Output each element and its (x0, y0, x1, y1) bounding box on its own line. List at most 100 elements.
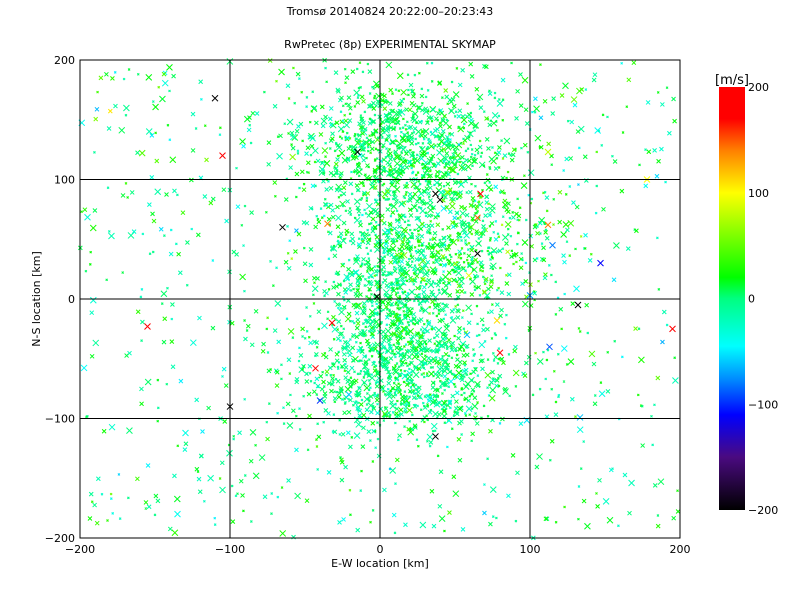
data-point (182, 429, 189, 437)
data-point (379, 341, 385, 347)
data-point (676, 489, 679, 493)
data-point (315, 393, 319, 396)
data-point (381, 167, 387, 172)
data-point (294, 128, 300, 134)
data-point (591, 77, 597, 83)
data-point (204, 157, 209, 163)
data-point (315, 214, 319, 218)
data-point (463, 411, 467, 415)
data-point (452, 308, 456, 311)
data-point (467, 241, 471, 245)
data-point (420, 248, 426, 253)
data-point (297, 359, 301, 363)
data-point (545, 209, 549, 213)
data-point (546, 343, 553, 351)
data-point (299, 169, 305, 175)
data-point (441, 392, 444, 395)
data-point (392, 381, 396, 385)
data-point (438, 170, 442, 174)
data-point (407, 323, 411, 327)
data-point (395, 144, 399, 148)
data-point (436, 344, 439, 348)
data-point (448, 99, 454, 105)
data-point (431, 356, 436, 362)
data-point (298, 77, 301, 80)
data-point (346, 266, 351, 272)
data-point (597, 477, 602, 483)
data-point (502, 198, 508, 204)
data-point (397, 321, 401, 325)
data-point (407, 381, 411, 385)
data-point (437, 136, 443, 141)
data-point (433, 429, 437, 433)
data-point (388, 148, 391, 151)
data-point (498, 266, 502, 270)
data-point (90, 500, 94, 504)
data-point (366, 252, 370, 256)
data-point (417, 263, 421, 267)
data-point (328, 147, 332, 150)
data-point (329, 136, 335, 142)
data-point (131, 229, 137, 234)
data-point (396, 306, 399, 310)
data-point (314, 340, 320, 345)
data-point (391, 512, 397, 518)
data-point (332, 253, 338, 259)
data-point (322, 172, 325, 176)
data-point (339, 176, 342, 180)
data-point (497, 98, 501, 101)
data-point (510, 152, 516, 158)
data-point (556, 352, 560, 356)
data-point (117, 473, 121, 476)
data-point (393, 531, 397, 535)
data-point (239, 138, 246, 145)
data-point (433, 133, 439, 139)
data-point (468, 413, 472, 417)
data-point (203, 124, 207, 128)
data-point (447, 399, 453, 405)
data-point (333, 149, 337, 153)
data-point (418, 347, 424, 353)
data-point (549, 241, 556, 249)
data-point (343, 113, 347, 117)
data-point (410, 116, 415, 122)
data-point (344, 81, 347, 85)
data-point (470, 393, 474, 396)
data-point (286, 251, 290, 255)
data-point (444, 94, 450, 100)
data-point (308, 120, 312, 124)
data-point (295, 71, 301, 77)
data-point (518, 421, 524, 426)
data-point (364, 173, 367, 177)
data-point (354, 293, 360, 299)
data-point (470, 148, 474, 151)
data-point (360, 197, 364, 200)
data-point (265, 327, 269, 331)
data-point (332, 396, 338, 401)
data-point (472, 273, 478, 279)
data-point (454, 152, 462, 159)
data-point (502, 388, 509, 395)
data-point (640, 404, 644, 408)
data-point (353, 105, 357, 108)
data-point (460, 164, 468, 172)
data-point (354, 148, 361, 156)
data-point (484, 206, 490, 212)
data-point (374, 246, 381, 254)
data-point (361, 256, 366, 262)
data-point (477, 333, 481, 337)
data-point (527, 193, 531, 197)
data-point (544, 235, 550, 241)
data-point (475, 240, 482, 247)
data-point (355, 302, 363, 309)
data-point (426, 294, 432, 300)
data-point (405, 120, 409, 124)
data-point (427, 409, 433, 415)
data-point (352, 270, 358, 275)
data-point (173, 495, 181, 503)
data-point (240, 223, 244, 227)
data-point (176, 251, 181, 257)
data-point (322, 288, 327, 294)
data-point (441, 146, 447, 152)
